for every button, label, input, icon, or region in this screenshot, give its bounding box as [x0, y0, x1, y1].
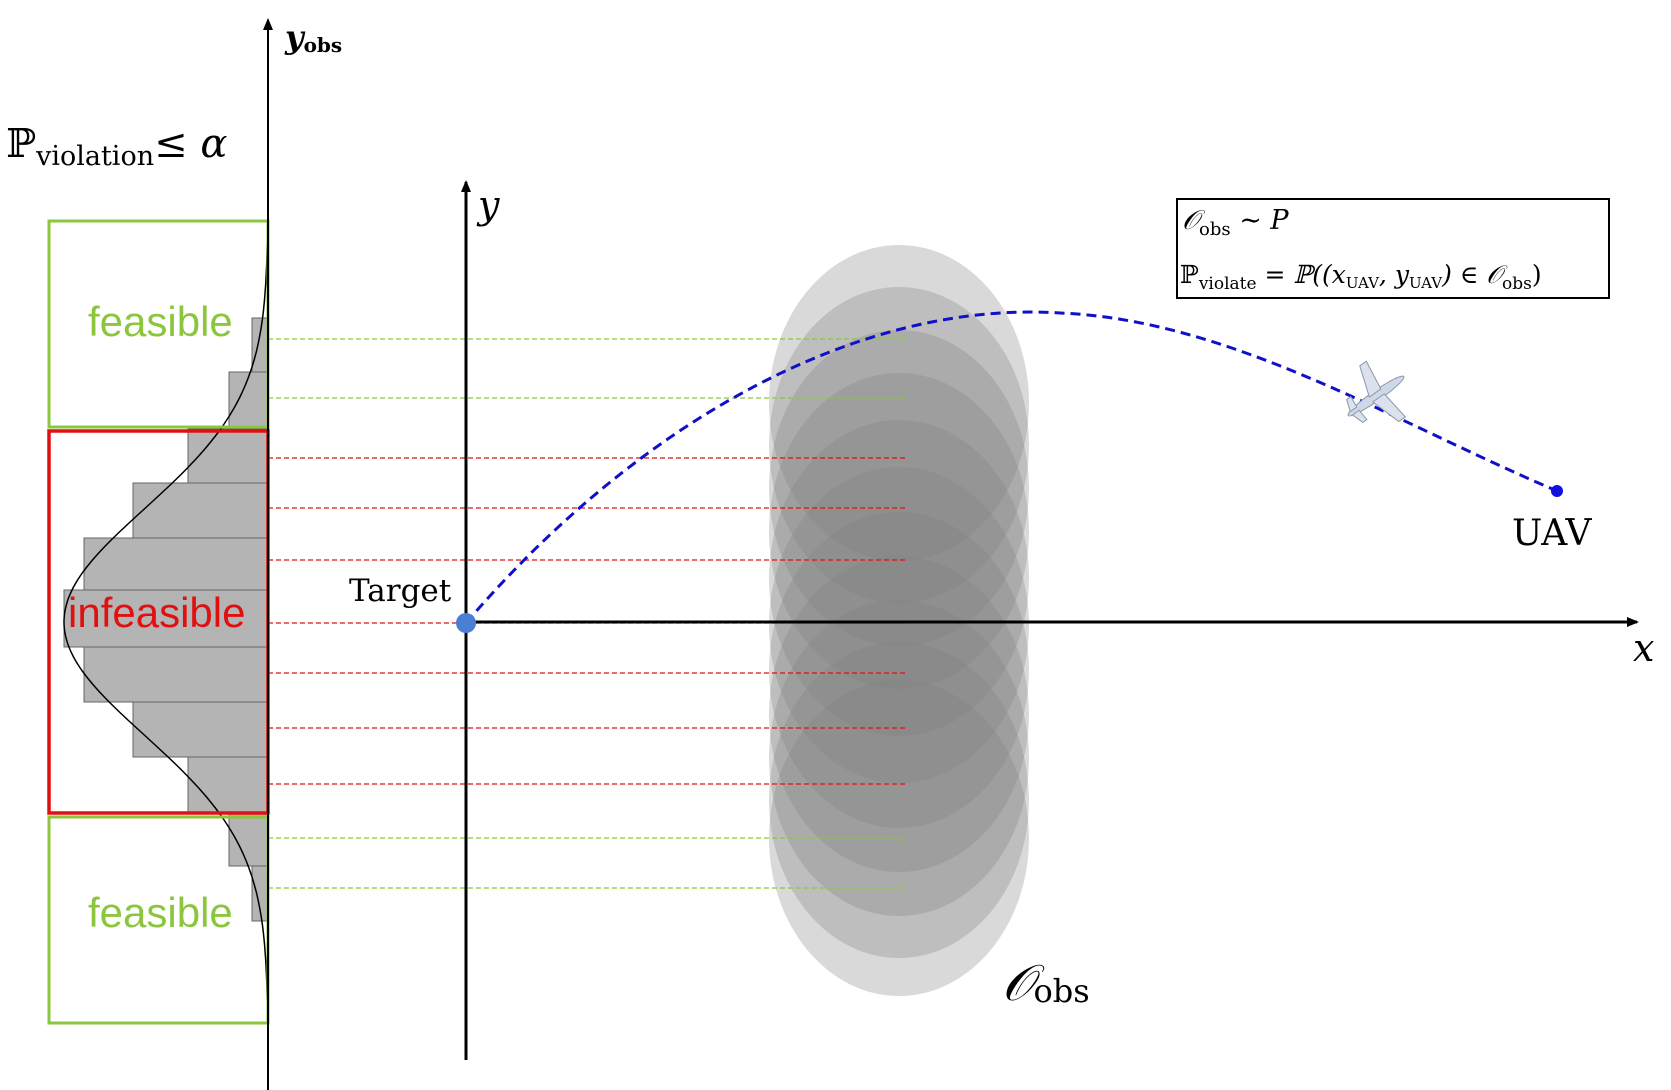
histogram-bar — [251, 317, 269, 378]
feasible-label-bottom: feasible — [88, 889, 233, 936]
uav-point — [1551, 485, 1563, 497]
legend-box — [1176, 198, 1610, 299]
histogram-bar — [83, 646, 269, 703]
obstacle-ellipse — [769, 642, 1029, 958]
target-point — [456, 613, 476, 633]
obstacle-ellipse — [769, 680, 1029, 996]
obstacle-ellipse — [769, 467, 1029, 783]
histogram-bar — [132, 701, 269, 758]
feasible-label-top: feasible — [88, 298, 233, 345]
y-obs-axis-label: yobs — [284, 18, 342, 57]
histogram-bar — [187, 428, 269, 484]
uav-trajectory — [464, 310, 1558, 624]
uav-label: UAV — [1512, 513, 1592, 554]
obstacle-ellipse — [769, 373, 1029, 689]
obstacle-ellipse — [769, 330, 1029, 646]
histogram — [63, 317, 269, 922]
obstacle-ellipse — [769, 287, 1029, 603]
histogram-bar — [132, 482, 269, 539]
violation-constraint-label: ℙviolation≤ α — [6, 121, 227, 172]
obstacle-ellipse — [769, 556, 1029, 872]
target-label: Target — [349, 573, 452, 609]
gaussian-curve — [63, 220, 269, 1021]
projection-lines — [268, 338, 905, 889]
obstacle-label: 𝒪obs — [1002, 954, 1090, 1012]
obstacle-ellipse — [769, 512, 1029, 828]
histogram-bar — [187, 756, 269, 813]
x-axis-label: x — [1633, 626, 1654, 670]
legend-line-1: 𝒪obs ∼ P — [1182, 205, 1289, 240]
histogram-bar — [228, 371, 269, 430]
airplane-icon — [1346, 360, 1407, 423]
obstacle-ellipse — [769, 420, 1029, 736]
infeasible-label: infeasible — [68, 589, 245, 636]
legend-line-2: ℙviolate = ℙ((xUAV, yUAV) ∈ 𝒪obs) — [1180, 260, 1542, 294]
y-axis-label: y — [476, 183, 500, 227]
obstacle-distribution — [769, 245, 1029, 996]
obstacle-ellipse — [769, 245, 1029, 561]
obstacle-ellipse — [769, 600, 1029, 916]
histogram-bar — [228, 811, 269, 867]
histogram-bar — [83, 537, 269, 591]
